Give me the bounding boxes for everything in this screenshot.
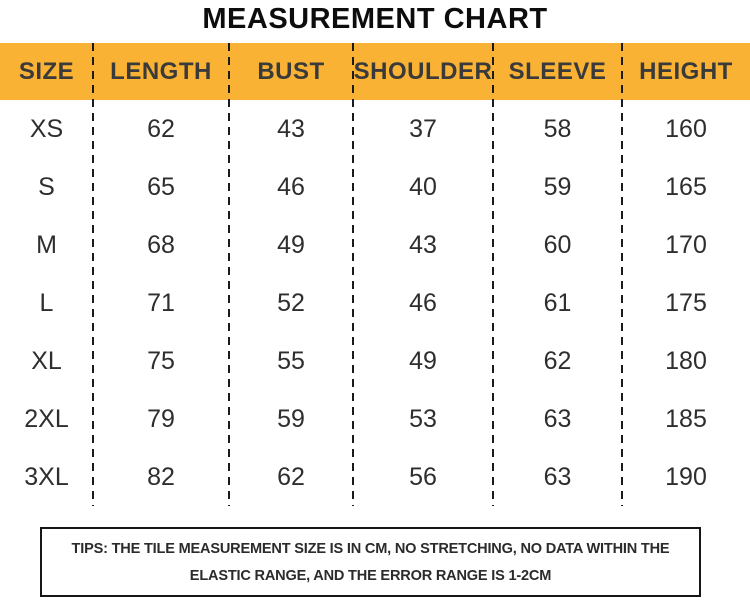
- measurement-value: 65: [147, 172, 175, 201]
- page-title: MEASUREMENT CHART: [202, 3, 548, 35]
- measurement-value: 59: [277, 404, 305, 433]
- measurement-value: 60: [543, 230, 572, 259]
- column-header-sleeve: SLEEVE: [508, 57, 607, 85]
- measurement-value: 56: [409, 462, 437, 491]
- measurement-value: 62: [147, 114, 175, 143]
- table-row: 2XL 79 59 53 63 185: [0, 390, 750, 448]
- measurement-value: 180: [665, 346, 707, 375]
- measurement-value: 49: [277, 230, 305, 259]
- measurement-value: 79: [147, 404, 175, 433]
- measurement-value: 71: [147, 288, 175, 317]
- table-row: S 65 46 40 59 165: [0, 158, 750, 216]
- size-label: 2XL: [24, 404, 69, 433]
- measurement-value: 63: [543, 462, 572, 491]
- measurement-value: 190: [665, 462, 707, 491]
- column-header-shoulder: SHOULDER: [353, 57, 493, 85]
- size-table: SIZE LENGTH BUST SHOULDER SLEEVE HEIGHT …: [0, 43, 750, 506]
- measurement-value: 63: [543, 404, 572, 433]
- column-divider: [92, 43, 94, 506]
- size-label: M: [36, 230, 57, 259]
- table-row: XS 62 43 37 58 160: [0, 100, 750, 158]
- column-divider: [352, 43, 354, 506]
- measurement-value: 59: [543, 172, 572, 201]
- measurement-value: 37: [409, 114, 437, 143]
- tips-line-1: TIPS: THE TILE MEASUREMENT SIZE IS IN CM…: [71, 539, 670, 557]
- column-header-bust: BUST: [257, 57, 325, 85]
- column-divider: [228, 43, 230, 506]
- table-row: M 68 49 43 60 170: [0, 216, 750, 274]
- measurement-value: 52: [277, 288, 305, 317]
- measurement-value: 43: [277, 114, 305, 143]
- tips-box: TIPS: THE TILE MEASUREMENT SIZE IS IN CM…: [40, 527, 701, 597]
- measurement-value: 49: [409, 346, 437, 375]
- size-label: L: [39, 288, 54, 317]
- measurement-value: 43: [409, 230, 437, 259]
- table-header-row: SIZE LENGTH BUST SHOULDER SLEEVE HEIGHT: [0, 43, 750, 100]
- table-row: 3XL 82 62 56 63 190: [0, 448, 750, 506]
- measurement-value: 75: [147, 346, 175, 375]
- column-divider: [492, 43, 494, 506]
- size-label: S: [38, 172, 55, 201]
- measurement-value: 40: [409, 172, 437, 201]
- measurement-value: 185: [665, 404, 707, 433]
- measurement-value: 160: [665, 114, 707, 143]
- measurement-value: 46: [409, 288, 437, 317]
- measurement-value: 82: [147, 462, 175, 491]
- measurement-value: 55: [277, 346, 305, 375]
- measurement-value: 165: [665, 172, 707, 201]
- size-label: XS: [29, 114, 64, 143]
- measurement-value: 46: [277, 172, 305, 201]
- table-row: XL 75 55 49 62 180: [0, 332, 750, 390]
- size-label: 3XL: [24, 462, 69, 491]
- measurement-value: 53: [409, 404, 437, 433]
- measurement-value: 58: [543, 114, 572, 143]
- measurement-value: 170: [665, 230, 707, 259]
- size-label: XL: [31, 346, 62, 375]
- measurement-value: 62: [543, 346, 572, 375]
- table-row: L 71 52 46 61 175: [0, 274, 750, 332]
- measurement-value: 175: [665, 288, 707, 317]
- column-divider: [621, 43, 623, 506]
- column-header-size: SIZE: [18, 57, 75, 85]
- tips-line-2: ELASTIC RANGE, AND THE ERROR RANGE IS 1-…: [189, 567, 552, 585]
- column-header-length: LENGTH: [110, 57, 212, 85]
- measurement-value: 61: [543, 288, 572, 317]
- column-header-height: HEIGHT: [639, 57, 733, 85]
- measurement-value: 62: [277, 462, 305, 491]
- measurement-value: 68: [147, 230, 175, 259]
